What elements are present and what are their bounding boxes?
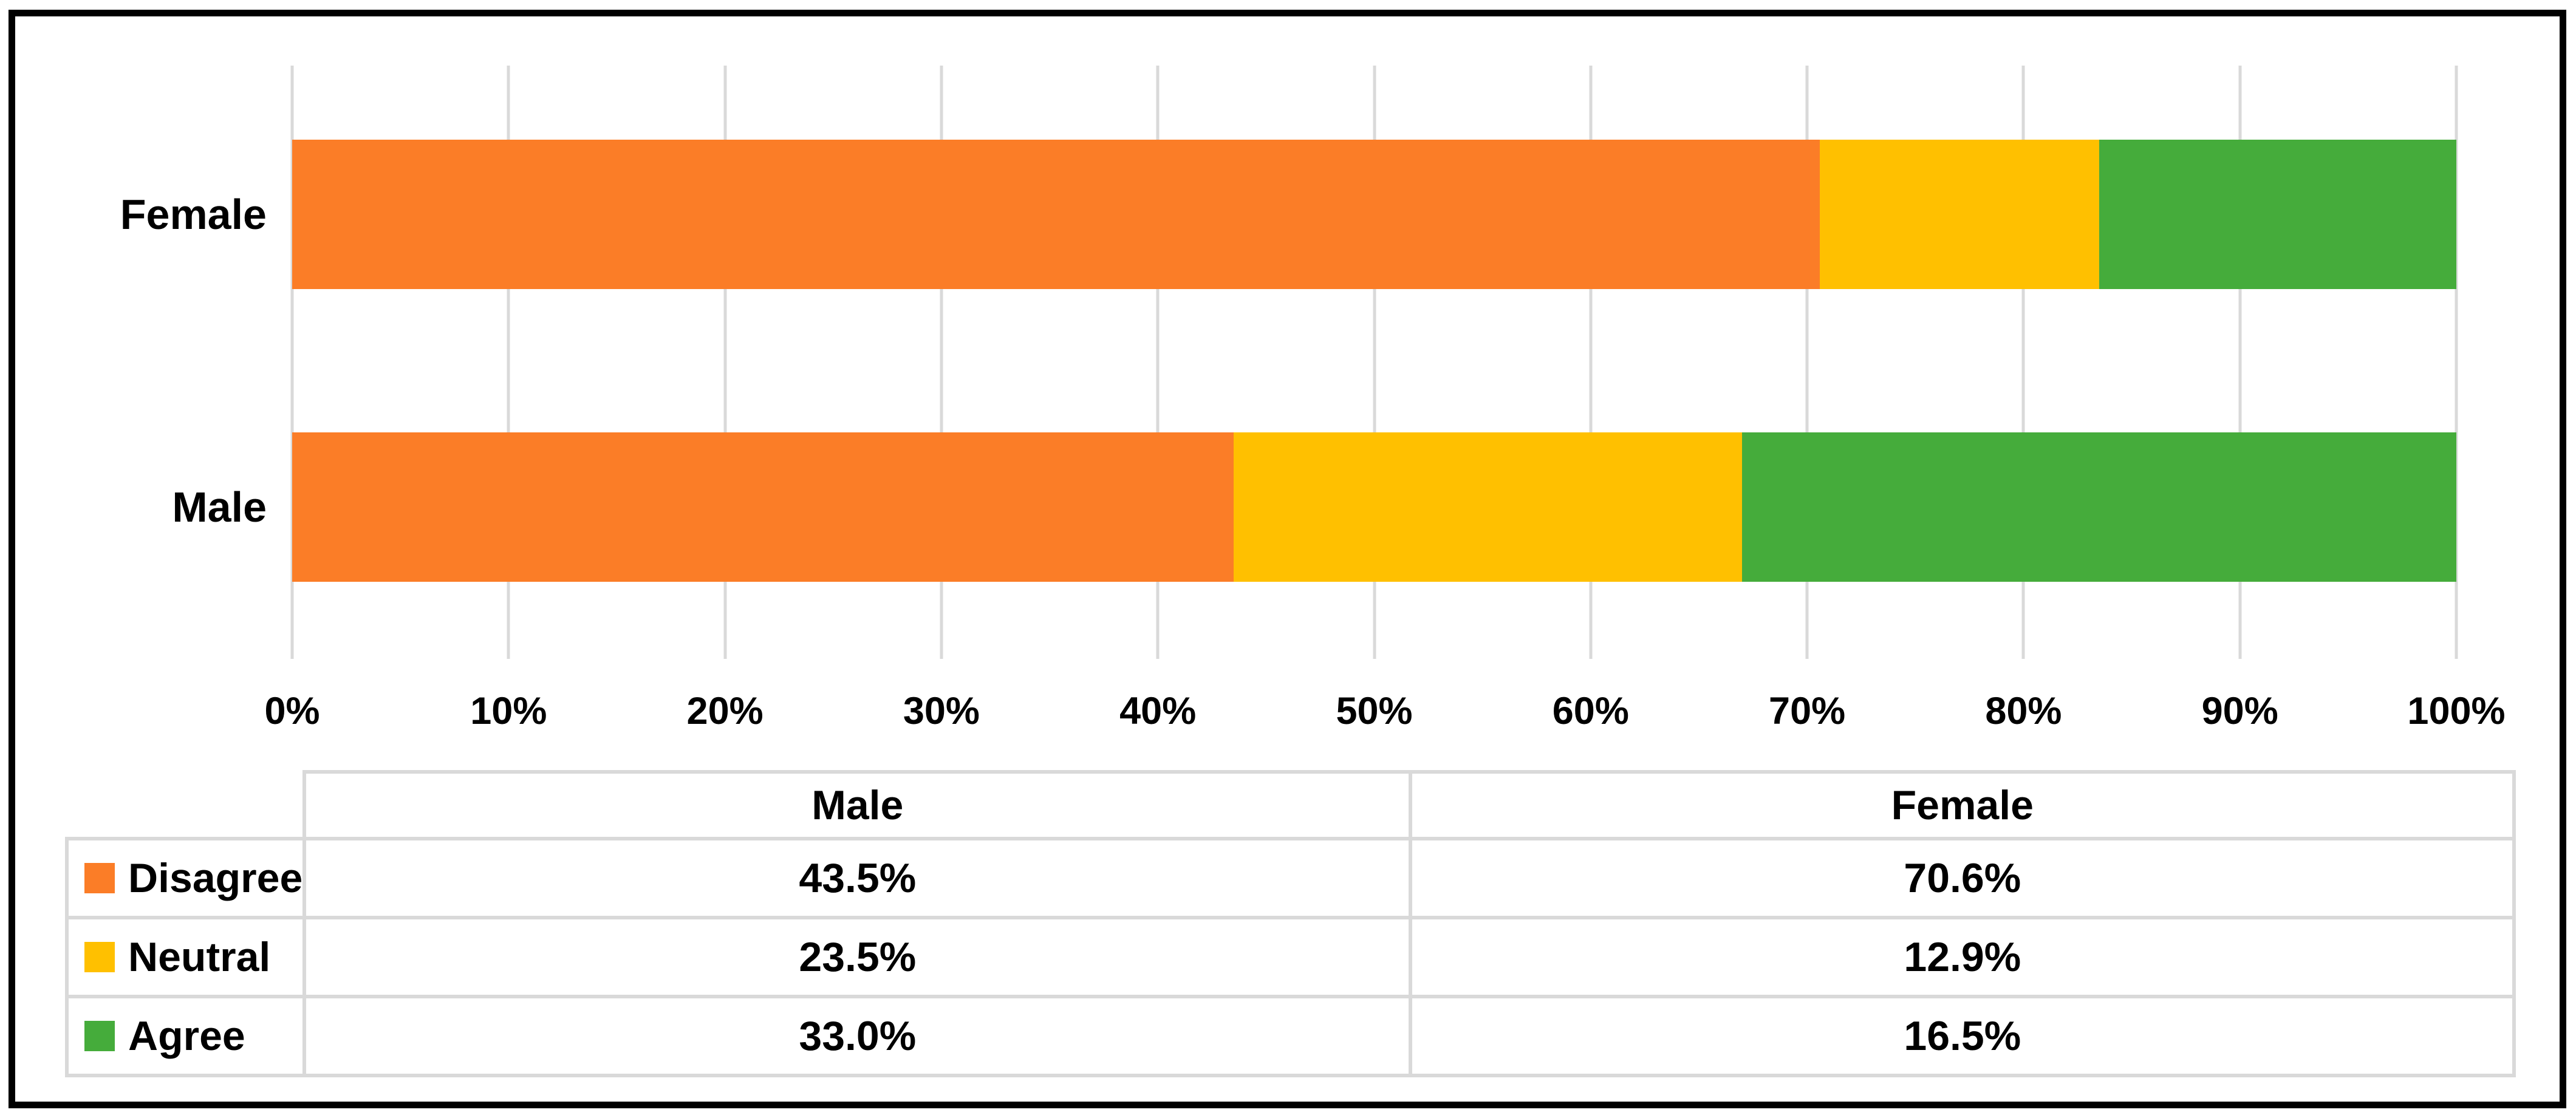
table-value-male-agree: 33.0% [302, 995, 1413, 1077]
table-header-male: Male [302, 770, 1413, 840]
bar-segment-disagree-female [292, 140, 1820, 289]
x-tick-label: 100% [2407, 690, 2506, 732]
table-header-female: Female [1409, 770, 2516, 840]
neutral-swatch-icon [84, 942, 115, 972]
x-tick-label: 10% [470, 690, 547, 732]
gridline [2021, 66, 2025, 659]
gridline [290, 66, 294, 659]
data-table: Male Female Disagree 43.5% 70.6% Neutral 23.5%… [64, 770, 2516, 1077]
x-tick-label: 20% [686, 690, 764, 732]
x-tick-label: 70% [1769, 690, 1846, 732]
table-value-male-disagree: 43.5% [302, 837, 1413, 919]
x-tick-label: 50% [1336, 690, 1413, 732]
bar-segment-neutral-female [1820, 140, 2100, 289]
table-value-male-neutral: 23.5% [302, 916, 1413, 998]
legend-item-agree: Agree [69, 1015, 302, 1057]
gridline [1156, 66, 1160, 659]
x-tick-label: 90% [2201, 690, 2278, 732]
figure-border-frame [9, 10, 2566, 1108]
gridline [2238, 66, 2242, 659]
legend-cell-agree: Agree [64, 995, 307, 1077]
x-tick-label: 40% [1119, 690, 1197, 732]
table-row-neutral: Neutral 23.5% 12.9% [64, 916, 2516, 998]
agree-swatch-icon [84, 1021, 115, 1051]
gridline [1805, 66, 1809, 659]
table-row-agree: Agree 33.0% 16.5% [64, 995, 2516, 1077]
legend-label-disagree: Disagree [128, 855, 303, 901]
gridline [723, 66, 727, 659]
gridline [940, 66, 943, 659]
data-table-wrap: Male Female Disagree 43.5% 70.6% Neutral 23.5%… [64, 770, 2516, 1077]
table-row-disagree: Disagree 43.5% 70.6% [64, 837, 2516, 919]
table-corner-blank-cell [67, 772, 304, 839]
category-label-female: Female [120, 191, 267, 238]
disagree-swatch-icon [84, 863, 115, 893]
bar-segment-disagree-male [292, 432, 1234, 582]
bar-segment-agree-male [1742, 432, 2456, 582]
x-tick-label: 80% [1985, 690, 2062, 732]
x-tick-label: 0% [264, 690, 320, 732]
gridline [2455, 66, 2458, 659]
gridline [1373, 66, 1376, 659]
legend-label-agree: Agree [128, 1013, 245, 1059]
bar-row-female: Female [120, 140, 2456, 289]
legend-label-neutral: Neutral [128, 934, 271, 980]
legend-item-neutral: Neutral [69, 936, 302, 978]
table-header-row: Male Female [67, 770, 2516, 840]
bar-row-male: Male [172, 432, 2456, 582]
category-label-male: Male [172, 483, 267, 531]
table-value-female-agree: 16.5% [1409, 995, 2516, 1077]
legend-cell-disagree: Disagree [64, 837, 307, 919]
bar-segment-agree-female [2099, 140, 2456, 289]
x-tick-label: 30% [903, 690, 980, 732]
table-value-female-disagree: 70.6% [1409, 837, 2516, 919]
table-value-female-neutral: 12.9% [1409, 916, 2516, 998]
plot-area: Female Male 0% 10% 20% 30% 40% 50% 60% 70% 80% 90%… [120, 66, 2506, 731]
x-tick-label: 60% [1552, 690, 1629, 732]
gridline [507, 66, 510, 659]
gridline [1589, 66, 1593, 659]
legend-cell-neutral: Neutral [64, 916, 307, 998]
bar-segment-neutral-male [1233, 432, 1743, 582]
legend-item-disagree: Disagree [69, 857, 302, 899]
